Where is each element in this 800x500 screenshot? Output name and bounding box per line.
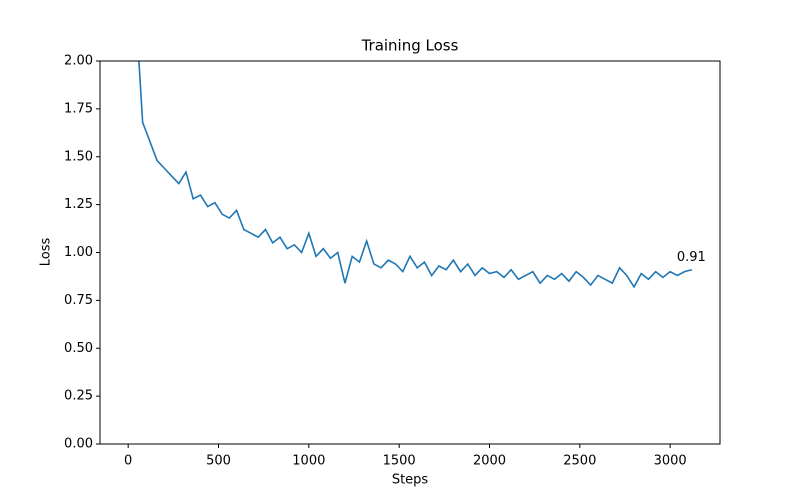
y-tick-label: 2.00 xyxy=(64,54,93,69)
x-axis-label: Steps xyxy=(392,473,429,488)
y-tick-label: 0.00 xyxy=(64,437,93,452)
y-axis-label: Loss xyxy=(39,238,54,267)
y-tick-label: 1.75 xyxy=(64,101,93,116)
plot-frame xyxy=(99,60,721,445)
y-tick-label: 0.75 xyxy=(64,293,93,308)
x-tick-label: 3000 xyxy=(654,454,687,469)
x-tick-label: 2500 xyxy=(563,454,596,469)
x-tick-label: 0 xyxy=(124,454,132,469)
annotation: 0.91 xyxy=(677,250,706,265)
loss-line xyxy=(138,61,693,289)
x-tick-label: 500 xyxy=(206,454,231,469)
y-tick-label: 0.25 xyxy=(64,389,93,404)
x-tick-label: 1500 xyxy=(383,454,416,469)
chart-title: Training Loss xyxy=(361,37,459,55)
y-tick-label: 1.00 xyxy=(64,245,93,260)
x-tick-label: 2000 xyxy=(473,454,506,469)
y-tick-label: 0.50 xyxy=(64,341,93,356)
y-tick-label: 1.25 xyxy=(64,197,93,212)
x-tick-label: 1000 xyxy=(292,454,325,469)
y-tick-label: 1.50 xyxy=(64,149,93,164)
